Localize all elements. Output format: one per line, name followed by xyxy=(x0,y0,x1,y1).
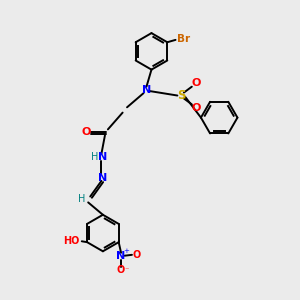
Text: N: N xyxy=(142,85,151,94)
Text: +: + xyxy=(123,248,129,254)
Text: N: N xyxy=(98,173,107,183)
Text: H: H xyxy=(78,194,85,204)
Text: N: N xyxy=(98,152,107,162)
Text: S: S xyxy=(177,89,185,102)
Text: Br: Br xyxy=(177,34,190,44)
Text: N: N xyxy=(116,251,126,261)
Text: O: O xyxy=(191,103,201,113)
Text: O: O xyxy=(81,127,91,137)
Text: H: H xyxy=(91,152,98,162)
Text: O: O xyxy=(132,250,140,260)
Text: O: O xyxy=(117,265,125,275)
Text: ⁻: ⁻ xyxy=(125,265,129,274)
Text: O: O xyxy=(191,78,201,88)
Text: HO: HO xyxy=(63,236,79,246)
